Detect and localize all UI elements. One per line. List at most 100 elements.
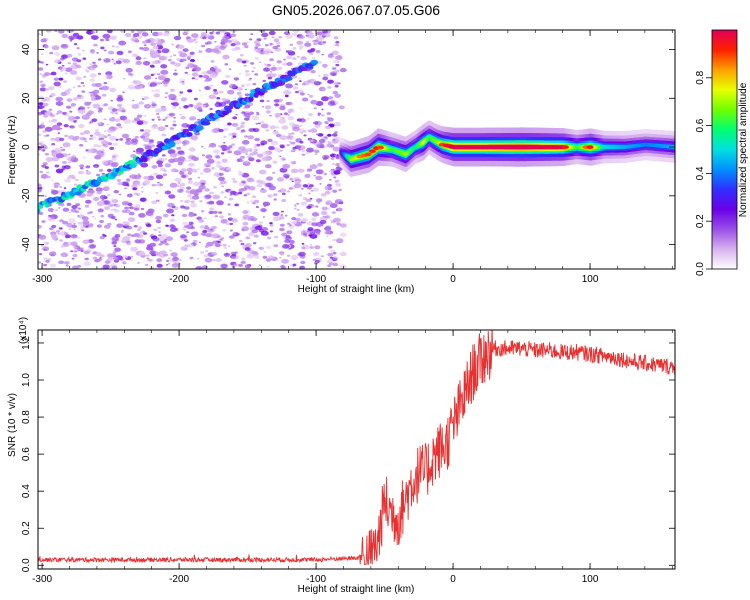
noise-blob bbox=[289, 43, 294, 46]
noise-blob bbox=[63, 90, 71, 95]
noise-blob bbox=[256, 183, 263, 188]
noise-blob bbox=[244, 73, 251, 77]
noise-blob bbox=[38, 253, 43, 256]
noise-blob bbox=[162, 173, 167, 177]
noise-blob bbox=[322, 76, 329, 81]
noise-blob bbox=[39, 80, 43, 83]
noise-blob bbox=[316, 31, 323, 36]
noise-blob bbox=[163, 32, 170, 37]
noise-blob bbox=[104, 206, 110, 210]
noise-blob bbox=[205, 48, 213, 53]
noise-blob bbox=[151, 101, 155, 104]
noise-blob bbox=[111, 157, 117, 161]
noise-blob bbox=[248, 232, 255, 237]
noise-blob bbox=[214, 41, 217, 43]
noise-blob bbox=[101, 199, 105, 202]
noise-blob bbox=[321, 206, 328, 211]
noise-blob bbox=[140, 162, 149, 168]
noise-blob bbox=[263, 63, 267, 66]
noise-blob bbox=[206, 70, 213, 75]
noise-blob bbox=[238, 191, 243, 195]
noise-blob bbox=[48, 120, 52, 123]
noise-blob bbox=[288, 248, 291, 250]
noise-blob bbox=[74, 116, 80, 120]
noise-blob bbox=[233, 150, 242, 156]
ridge-segment bbox=[346, 155, 349, 159]
noise-blob bbox=[142, 232, 148, 235]
noise-blob bbox=[321, 114, 325, 117]
noise-blob bbox=[56, 112, 59, 115]
noise-blob bbox=[240, 260, 246, 265]
noise-blob bbox=[109, 146, 115, 150]
noise-blob bbox=[180, 182, 186, 187]
noise-blob bbox=[86, 30, 94, 35]
noise-blob bbox=[59, 219, 64, 223]
noise-blob bbox=[196, 102, 203, 106]
noise-blob bbox=[157, 236, 165, 242]
noise-blob bbox=[72, 32, 80, 38]
chirp-blob bbox=[284, 76, 293, 81]
noise-blob bbox=[126, 184, 130, 187]
noise-blob bbox=[73, 86, 76, 89]
noise-blob bbox=[173, 35, 182, 41]
noise-blob bbox=[81, 216, 89, 221]
ridge-segment bbox=[415, 144, 417, 149]
noise-blob bbox=[298, 194, 303, 197]
noise-blob bbox=[73, 223, 76, 225]
noise-blob bbox=[197, 118, 201, 121]
noise-blob bbox=[228, 235, 235, 239]
noise-blob bbox=[231, 177, 236, 181]
noise-blob bbox=[199, 200, 203, 203]
noise-blob bbox=[307, 93, 310, 96]
ridge-segment bbox=[383, 146, 386, 151]
noise-blob bbox=[229, 83, 237, 89]
noise-blob bbox=[60, 245, 65, 248]
ridge-segment bbox=[339, 150, 341, 154]
noise-blob bbox=[143, 199, 146, 201]
noise-blob bbox=[213, 197, 216, 199]
noise-blob bbox=[273, 99, 280, 103]
noise-blob bbox=[71, 224, 77, 229]
noise-blob bbox=[54, 164, 60, 168]
noise-blob bbox=[272, 160, 278, 164]
noise-blob bbox=[332, 163, 335, 165]
noise-blob bbox=[334, 180, 339, 183]
noise-blob bbox=[173, 54, 177, 57]
noise-blob bbox=[312, 187, 320, 192]
noise-blob bbox=[254, 144, 258, 146]
noise-blob bbox=[138, 251, 146, 256]
noise-blob bbox=[194, 41, 198, 44]
noise-blob bbox=[332, 238, 337, 242]
noise-blob bbox=[78, 170, 84, 175]
noise-blob bbox=[264, 105, 272, 110]
noise-blob bbox=[143, 44, 147, 46]
noise-blob bbox=[284, 239, 290, 244]
noise-blob bbox=[301, 82, 306, 86]
noise-blob bbox=[245, 236, 251, 240]
noise-blob bbox=[153, 73, 156, 75]
noise-blob bbox=[272, 64, 276, 67]
noise-blob bbox=[43, 102, 49, 107]
noise-blob bbox=[244, 160, 249, 164]
noise-blob bbox=[332, 67, 337, 70]
noise-blob bbox=[77, 85, 81, 88]
noise-blob bbox=[99, 236, 105, 240]
noise-blob bbox=[136, 114, 143, 118]
noise-blob bbox=[260, 123, 269, 129]
noise-blob bbox=[221, 237, 225, 240]
noise-blob bbox=[146, 175, 155, 181]
noise-blob bbox=[58, 227, 63, 230]
noise-blob bbox=[182, 48, 189, 52]
noise-blob bbox=[194, 39, 197, 41]
noise-blob bbox=[110, 99, 114, 102]
noise-blob bbox=[133, 225, 138, 228]
noise-blob bbox=[142, 120, 149, 125]
noise-blob bbox=[189, 118, 193, 121]
noise-blob bbox=[298, 77, 302, 80]
noise-blob bbox=[281, 199, 287, 202]
noise-blob bbox=[146, 245, 154, 251]
noise-blob bbox=[336, 222, 342, 226]
noise-blob bbox=[218, 176, 225, 181]
noise-blob bbox=[130, 246, 139, 252]
noise-blob bbox=[38, 133, 42, 136]
